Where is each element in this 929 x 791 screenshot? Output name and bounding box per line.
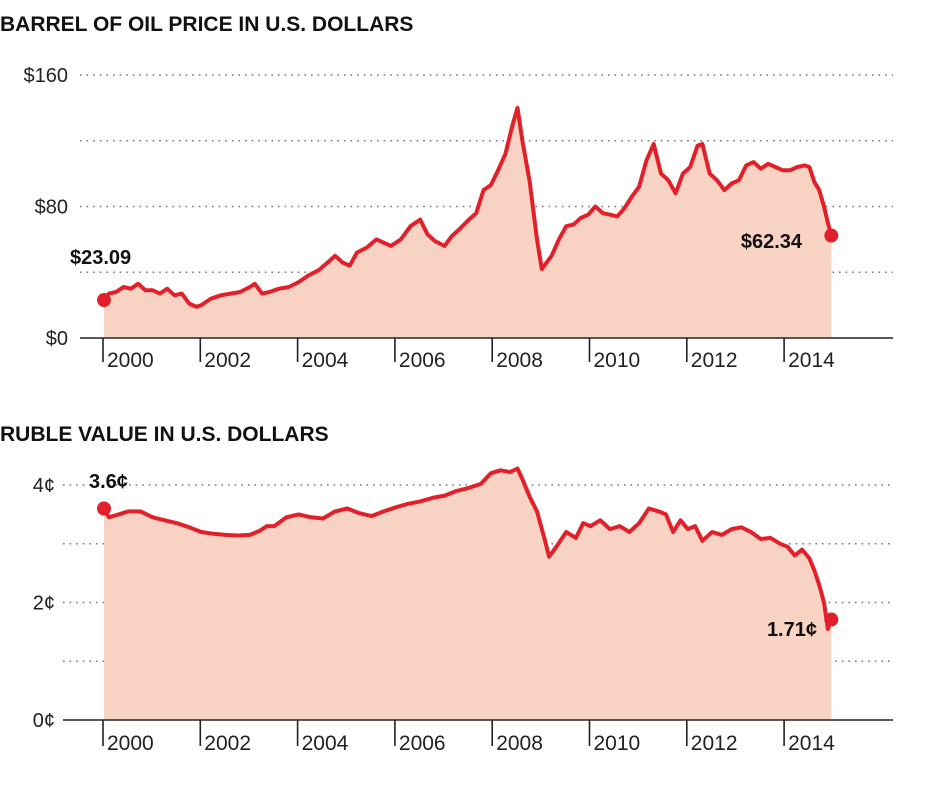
ruble-value-chart: RUBLE VALUE IN U.S. DOLLARS 0¢2¢4¢ 2000 2… <box>0 423 893 755</box>
x-tick-label: 2014 <box>788 349 835 372</box>
oil-start-point <box>97 293 111 308</box>
oil-end-label: $62.34 <box>741 231 803 253</box>
ruble-value-line <box>102 466 834 631</box>
x-tick-label: 2004 <box>302 732 349 755</box>
oil-y-axis-ticks: $0 $80 $160 <box>24 65 69 350</box>
x-tick-label: 2002 <box>204 349 251 372</box>
x-tick-label: 2010 <box>594 349 641 372</box>
x-tick-label: 2006 <box>399 349 446 372</box>
ruble-area-fill <box>104 468 832 720</box>
ruble-x-axis-ticks: 2000 2002 2004 2006 2008 2010 2012 2014 <box>102 720 835 755</box>
y-tick-label: $0 <box>46 328 68 350</box>
y-tick-label: $160 <box>24 65 69 87</box>
x-tick-label: 2002 <box>204 732 251 755</box>
x-tick-label: 2000 <box>107 732 154 755</box>
ruble-start-label: 3.6¢ <box>89 471 128 493</box>
x-tick-label: 2004 <box>302 349 349 372</box>
oil-chart-title: BARREL OF OIL PRICE IN U.S. DOLLARS <box>0 13 413 36</box>
y-tick-label: 2¢ <box>33 593 55 615</box>
oil-price-chart: BARREL OF OIL PRICE IN U.S. DOLLARS $0 $8… <box>0 13 893 372</box>
y-tick-label: $80 <box>35 197 68 219</box>
ruble-y-axis-ticks: 0¢ 2¢ 4¢ <box>33 475 55 732</box>
ruble-end-label: 1.71¢ <box>767 619 817 641</box>
ruble-chart-title: RUBLE VALUE IN U.S. DOLLARS <box>0 423 329 446</box>
x-tick-label: 2012 <box>691 732 738 755</box>
x-tick-label: 2006 <box>399 732 446 755</box>
oil-x-axis-ticks: 2000 2002 2004 2006 2008 2010 2012 2014 <box>102 338 835 372</box>
oil-start-label: $23.09 <box>70 247 131 269</box>
ruble-start-point <box>97 501 111 516</box>
x-tick-label: 2008 <box>496 732 543 755</box>
x-tick-label: 2010 <box>594 732 641 755</box>
oil-end-point <box>824 228 839 243</box>
x-tick-label: 2014 <box>788 732 835 755</box>
x-tick-label: 2008 <box>496 349 543 372</box>
y-tick-label: 0¢ <box>33 710 55 732</box>
y-tick-label: 4¢ <box>33 475 55 497</box>
oil-price-line <box>102 105 834 309</box>
x-tick-label: 2000 <box>107 349 154 372</box>
ruble-end-point <box>824 612 839 627</box>
x-tick-label: 2012 <box>691 349 738 372</box>
